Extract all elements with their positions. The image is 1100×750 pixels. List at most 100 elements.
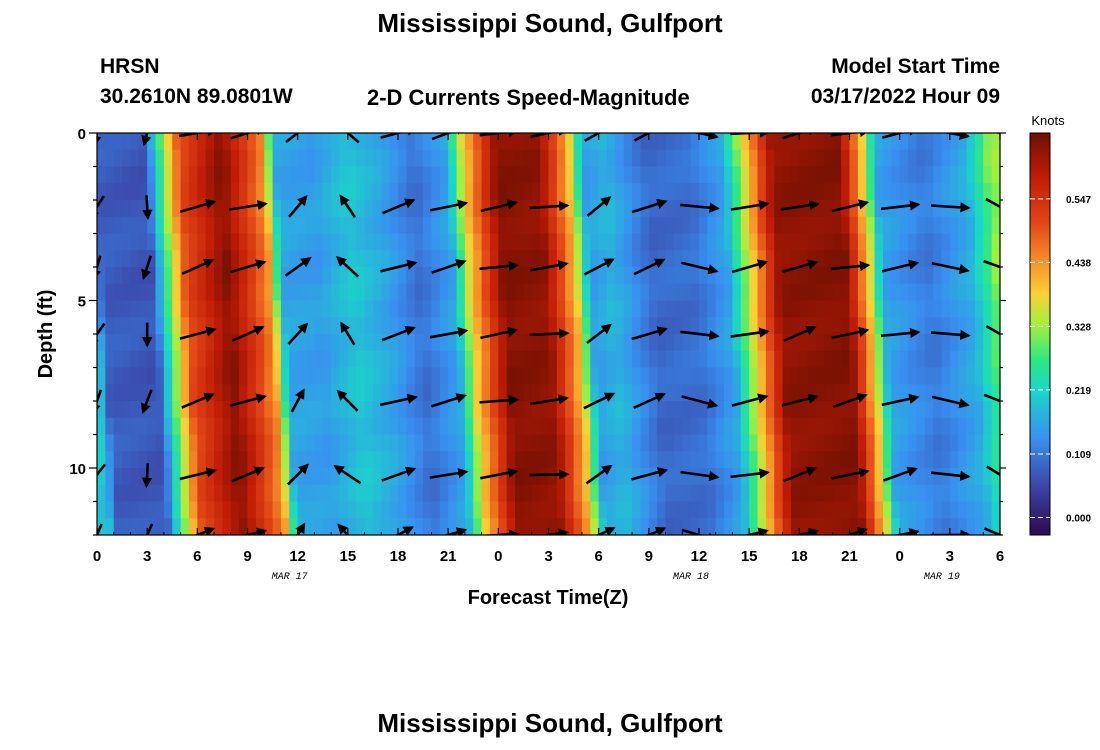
heatmap-cell [498, 183, 508, 201]
heatmap-cell [924, 384, 934, 402]
current-vector-arrow [783, 466, 818, 483]
heatmap-cell [849, 501, 859, 519]
heatmap-cell [749, 233, 759, 251]
heatmap-cell [439, 468, 449, 486]
heatmap-cell [816, 334, 826, 352]
heatmap-cell [289, 166, 299, 184]
current-vector-arrow [443, 527, 468, 535]
heatmap-cell [590, 300, 600, 318]
heatmap-cell [857, 434, 867, 452]
heatmap-cell [464, 133, 474, 151]
heatmap-cell [172, 518, 182, 535]
heatmap-cell [707, 166, 717, 184]
heatmap-cell [381, 350, 391, 369]
heatmap-cell [816, 166, 826, 184]
heatmap-cell [255, 250, 265, 268]
heatmap-cell [439, 451, 449, 469]
heatmap-cell [331, 267, 341, 285]
heatmap-cell [280, 367, 290, 385]
heatmap-cell [113, 250, 123, 268]
heatmap-cell [966, 317, 976, 335]
heatmap-cell [573, 451, 583, 469]
heatmap-cell [673, 401, 683, 419]
heatmap-cell [531, 166, 541, 184]
heatmap-cell [707, 518, 717, 535]
heatmap-cell [690, 317, 700, 335]
heatmap-cell [682, 384, 692, 402]
heatmap-cell [247, 200, 257, 218]
heatmap-cell [172, 384, 182, 402]
heatmap-cell [640, 434, 650, 452]
heatmap-cell [799, 267, 809, 285]
heatmap-cell [924, 350, 934, 369]
heatmap-cell [774, 451, 784, 469]
heatmap-cell [581, 250, 591, 268]
heatmap-cell [690, 267, 700, 285]
heatmap-cell [230, 384, 240, 402]
heatmap-cell [214, 468, 224, 486]
heatmap-cell [506, 484, 516, 503]
heatmap-cell [205, 283, 215, 302]
heatmap-cell [740, 233, 750, 251]
heatmap-cell [958, 334, 968, 352]
heatmap-cell [230, 300, 240, 318]
heatmap-cell [757, 133, 767, 151]
heatmap-cell [214, 233, 224, 251]
heatmap-cell [406, 300, 416, 318]
heatmap-cell [180, 317, 190, 335]
heatmap-cell [498, 501, 508, 519]
heatmap-cell [322, 216, 332, 235]
station-code: HRSN [100, 55, 160, 78]
heatmap-cell [816, 200, 826, 218]
heatmap-cell [623, 267, 633, 285]
heatmap-cell [105, 166, 115, 184]
heatmap-cell [657, 133, 667, 151]
heatmap-cell [548, 451, 558, 469]
heatmap-cell [565, 283, 575, 302]
heatmap-cell [172, 200, 182, 218]
heatmap-cell [264, 367, 274, 385]
heatmap-cell [882, 149, 892, 168]
heatmap-cell [155, 200, 165, 218]
heatmap-cell [832, 401, 842, 419]
heatmap-cell [715, 133, 725, 151]
heatmap-cell [866, 518, 876, 535]
heatmap-cell [105, 451, 115, 469]
heatmap-cell [832, 417, 842, 436]
heatmap-cell [347, 183, 357, 201]
heatmap-cell [799, 300, 809, 318]
heatmap-cell [857, 334, 867, 352]
heatmap-cell [230, 468, 240, 486]
heatmap-cell [699, 250, 708, 268]
heatmap-cell [623, 317, 633, 335]
heatmap-cell [615, 518, 625, 535]
heatmap-cell [640, 317, 650, 335]
heatmap-cell [690, 133, 700, 151]
heatmap-cell [699, 200, 708, 218]
heatmap-cell [155, 434, 165, 452]
heatmap-cell [498, 149, 508, 168]
heatmap-cell [841, 183, 851, 201]
heatmap-cell [523, 317, 533, 335]
heatmap-cell [331, 451, 341, 469]
heatmap-cell [540, 300, 550, 318]
heatmap-cell [841, 300, 851, 318]
heatmap-cell [983, 233, 993, 251]
heatmap-cell [648, 200, 658, 218]
heatmap-cell [623, 501, 633, 519]
heatmap-cell [824, 216, 834, 235]
heatmap-cell [306, 367, 315, 385]
heatmap-cell [832, 367, 842, 385]
heatmap-cell [481, 367, 491, 385]
heatmap-cell [598, 468, 608, 486]
heatmap-cell [155, 501, 165, 519]
current-vector-arrow [631, 198, 668, 214]
heatmap-cell [197, 300, 207, 318]
heatmap-cell [665, 200, 675, 218]
heatmap-cell [163, 133, 173, 151]
heatmap-cell [247, 434, 257, 452]
heatmap-cell [866, 149, 876, 168]
heatmap-cell [439, 233, 449, 251]
heatmap-cell [414, 417, 424, 436]
heatmap-cell [431, 183, 441, 201]
